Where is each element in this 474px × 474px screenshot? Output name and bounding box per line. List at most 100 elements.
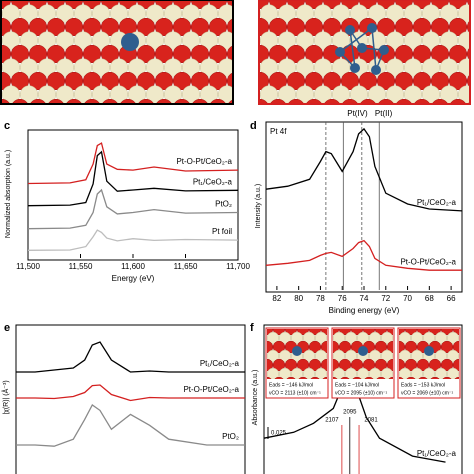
atom [313,4,333,23]
atom [452,358,459,372]
atom [163,4,183,23]
atom [12,98,28,103]
atom [190,44,210,64]
atom [2,98,10,103]
atom [28,17,48,37]
atom [364,376,374,379]
atom [260,39,261,42]
atom [421,58,441,77]
atom [349,4,369,23]
x-tick-label: 66 [447,294,456,303]
atom [233,45,251,63]
series-line [265,127,463,212]
atom [260,44,270,64]
atom [385,58,405,77]
atom [37,85,57,103]
atom [331,58,351,77]
atom [448,44,468,64]
atom [46,71,66,91]
atom [217,85,232,103]
atom [358,71,378,91]
atom [172,44,192,64]
x-tick-label: 11,500 [16,262,40,271]
atom [91,31,111,50]
atom [421,31,441,50]
atom [260,71,270,91]
atom [458,372,459,376]
atom [385,31,405,50]
x-tick-label: 76 [338,294,347,303]
atom [109,85,129,103]
atom [378,98,394,103]
atom [386,329,393,336]
image-frame [0,0,234,105]
atom [322,376,327,379]
atom [2,17,12,37]
atom [156,98,172,103]
atom [102,98,118,103]
atom [320,358,327,372]
atom [55,85,75,103]
atom [340,71,360,91]
atom [199,85,219,103]
atom [48,98,64,103]
y-axis-label: Normalized absorption (a.u.) [5,150,12,238]
atom [55,31,75,50]
atom [236,59,254,77]
x-axis-label: Binding energy (eV) [329,306,400,315]
atom [286,44,306,64]
atom [458,354,459,358]
atom [37,31,57,50]
atom [394,44,414,64]
atom [298,376,308,379]
lattice [333,329,393,379]
atom [430,71,450,91]
atom [145,4,165,23]
atom [277,4,297,23]
atom [208,44,228,64]
atom [10,17,30,37]
atom [376,71,396,91]
atom [439,4,459,23]
atom [30,98,46,103]
atom [295,85,315,103]
atom [452,340,459,354]
atom [376,17,396,37]
atom [313,85,333,103]
pt-atom [358,346,368,356]
atom [421,4,441,23]
series-label: Pt₁/CeO₂-a [417,198,457,207]
atom [406,376,416,379]
atom [154,44,174,64]
pt-atom [335,47,345,57]
atom [190,71,210,91]
atom [172,71,192,91]
atom [19,85,39,103]
atom [320,329,327,336]
atom [138,98,154,103]
atom [412,44,432,64]
inset-energy: Eads = −153 kJ/mol [401,382,445,388]
atom [10,44,30,64]
series-line [27,188,239,230]
atom [274,376,284,379]
atom [450,98,466,103]
atom [268,44,288,64]
atom [64,44,84,64]
atom [55,58,75,77]
atom [313,58,333,77]
atom [172,17,192,37]
atom [120,98,136,103]
atom [260,66,261,69]
atom [331,85,351,103]
atom [226,18,232,36]
atom [430,44,450,64]
atom [320,340,327,354]
atom [403,58,423,77]
lattice [399,329,459,379]
atom [313,31,333,50]
pt-atom [350,63,360,73]
atom [468,102,469,103]
bond [371,27,377,71]
series-label: Pt-O-Pt/CeO₂-a [183,385,239,394]
